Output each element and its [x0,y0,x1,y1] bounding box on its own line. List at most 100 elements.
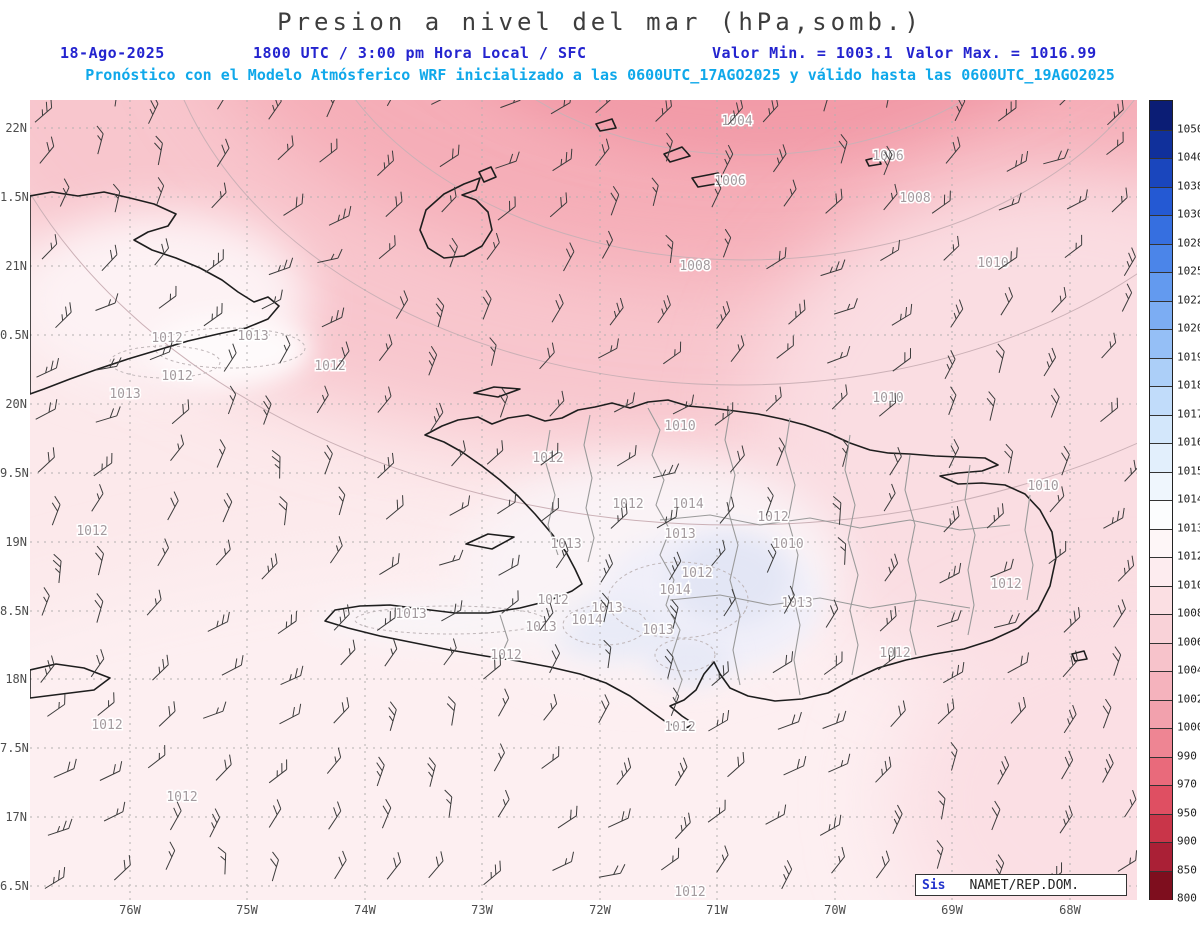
wind-barb [986,503,1004,529]
colorbar-tick-label: 1050 [1177,122,1200,135]
wind-barb [148,100,159,124]
wind-barb [883,483,896,512]
wind-barb [936,840,944,869]
coastlines [30,118,1088,731]
wind-barb [880,239,901,262]
wind-barb [730,445,745,473]
wind-barb [783,179,797,207]
wind-barb [35,399,58,420]
wind-barb [271,449,281,479]
wind-barb [657,295,671,324]
wind-barb [1113,599,1126,628]
colorbar-cell [1150,500,1172,530]
lat-tick-label: 21N [5,259,27,273]
wind-barb [711,539,726,567]
wind-barb [948,438,960,469]
wind-barb [1101,332,1117,359]
colorbar-tick-label: 1019 [1177,350,1200,363]
lon-tick-label: 74W [354,903,376,917]
contour-label: 1012 [674,885,705,900]
wind-barb [995,854,1005,884]
wind-barb [890,700,906,728]
wind-barb [1010,696,1027,724]
coastline-cuba [30,191,280,395]
contour-label: 1012 [161,369,192,384]
colorbar-cell [1150,642,1172,672]
wind-barb [381,799,392,829]
wind-barb [223,343,237,372]
lon-tick-label: 68W [1059,903,1081,917]
wind-barb [595,100,613,114]
wind-barb [600,554,613,583]
wind-barb [205,249,224,273]
wind-barb [169,801,182,831]
island-bahamas-2 [663,146,691,163]
contour-label: 1010 [772,537,803,552]
coastline-hispaniola [324,399,1057,731]
wind-barb [892,804,903,835]
lat-tick-label: 19N [5,535,27,549]
wind-barb [221,655,244,676]
wind-barb [431,100,453,105]
contour-label: 1010 [977,256,1008,271]
colorbar-cell [1150,357,1172,387]
wind-barb [277,611,297,635]
wind-barb [943,506,960,533]
wind-barb [158,701,176,727]
wind-barb [376,607,396,631]
wind-barb [99,761,123,781]
colorbar-tick-label: 990 [1177,749,1197,762]
lon-tick-label: 73W [471,903,493,917]
colorbar-labels: 1050 1040 1038 1030 1028 1025 1022 1020 1019 1018… [1177,100,1200,905]
wind-barb [216,138,230,167]
wind-barb [1000,287,1013,316]
colorbar-tick-label: 1040 [1177,150,1200,164]
wind-barb [156,177,165,206]
contour-label: 1014 [672,497,703,512]
wind-barb [283,193,304,216]
wind-barb [825,599,839,628]
date-label: 18-Ago-2025 [60,44,165,62]
wind-barb [1124,789,1137,818]
wind-barb [384,639,398,667]
colorbar-tick-label: 1016 [1177,435,1200,449]
colorbar-tick-label: 850 [1177,863,1197,876]
wind-barb [47,694,66,717]
wind-barb [998,100,1017,122]
wind-barb [892,348,912,372]
contour-label: 1010 [664,419,695,434]
wind-barb [36,358,60,378]
wind-barb [1006,150,1029,172]
wind-barb [674,812,691,839]
colorbar-cell [1150,272,1172,302]
wind-barb [821,100,831,112]
wind-barb [333,604,350,631]
grid [30,100,1137,900]
wind-barb [147,745,166,769]
wind-barb [497,196,516,221]
wind-barb [222,492,233,523]
wind-barb [711,179,722,208]
wind-barb [762,100,779,123]
wind-barb [610,503,628,529]
wind-barb [377,150,394,176]
wind-barb [317,248,343,264]
wind-barb [59,178,70,207]
wind-barb [875,850,890,879]
island-jamaica [30,663,111,699]
wind-barb [993,612,1020,629]
wind-barb [878,392,897,417]
wind-barb [1107,100,1124,126]
colorbar-cell [1150,557,1172,587]
wind-barb [112,183,121,213]
wind-barb [444,789,453,818]
wind-barb [552,148,573,172]
contour-label: 1012 [151,331,182,346]
wind-barb [950,299,964,328]
wind-barb [90,649,105,678]
wind-barb [439,549,464,566]
contour-label: 1006 [714,174,745,189]
wind-barb [781,860,793,890]
island-caicos [691,172,728,188]
wind-barb [95,545,104,576]
